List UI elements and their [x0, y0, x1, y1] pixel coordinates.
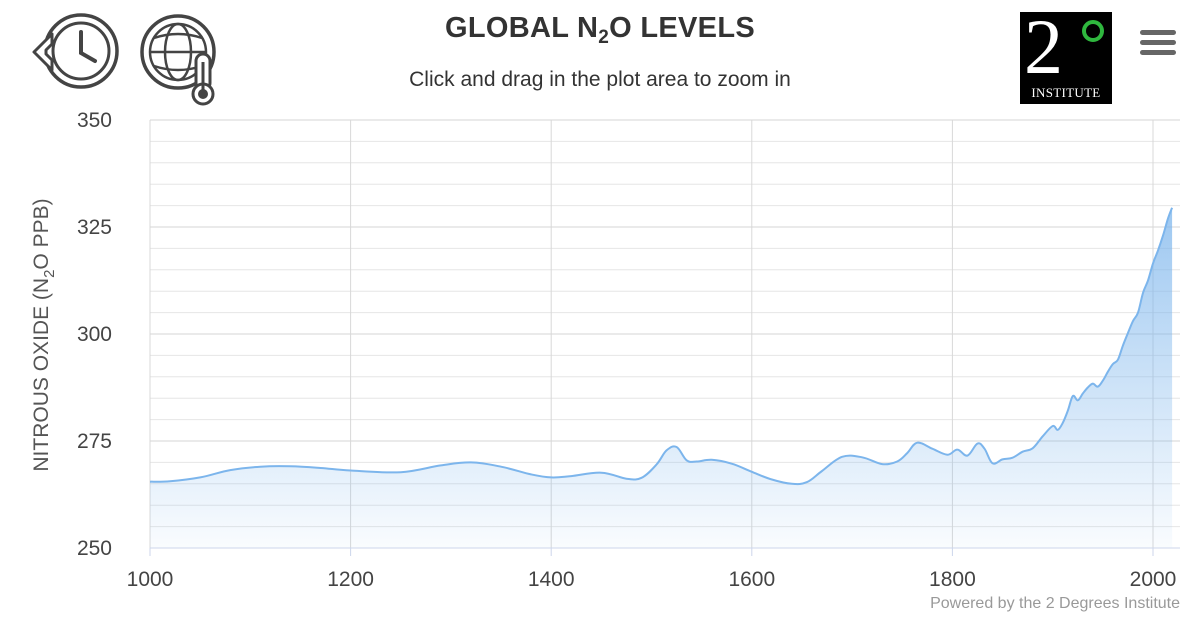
x-tick-label: 1800	[929, 568, 976, 591]
x-tick-label: 1200	[327, 568, 374, 591]
logo-text: INSTITUTE	[1031, 85, 1101, 100]
y-tick-label: 325	[77, 216, 112, 239]
y-axis-label: NITROUS OXIDE (N2O PPB)	[30, 198, 58, 471]
y-tick-label: 350	[77, 109, 112, 132]
x-tick-label: 1600	[728, 568, 775, 591]
logo-degree-ring	[1082, 20, 1104, 42]
hamburger-menu-icon[interactable]	[1140, 30, 1176, 58]
title-subscript: 2	[598, 27, 610, 48]
series-area-fill	[150, 207, 1173, 548]
series-line	[149, 207, 1174, 486]
y-axis-ticks: 250 275 300 325 350	[77, 109, 112, 560]
logo-numeral: 2	[1024, 3, 1063, 90]
y-tick-label: 300	[77, 323, 112, 346]
x-axis-ticks: 1000 1200 1400 1600 1800 2000	[127, 548, 1177, 591]
title-part-2: O LEVELS	[609, 12, 755, 44]
plot-series	[149, 207, 1174, 548]
y-tick-label: 250	[77, 537, 112, 560]
history-clock-icon[interactable]	[24, 10, 124, 90]
powered-by-credit[interactable]: Powered by the 2 Degrees Institute	[930, 595, 1180, 612]
x-tick-label: 2000	[1130, 568, 1177, 591]
chart-title: GLOBAL N2O LEVELS	[0, 12, 1200, 48]
chart-subtitle: Click and drag in the plot area to zoom …	[409, 68, 791, 91]
institute-logo: 2 INSTITUTE	[1020, 8, 1112, 104]
globe-thermometer-icon[interactable]	[138, 10, 226, 108]
x-tick-label: 1000	[127, 568, 174, 591]
x-tick-label: 1400	[528, 568, 575, 591]
title-part-1: GLOBAL N	[444, 12, 599, 44]
y-tick-label: 275	[77, 430, 112, 453]
